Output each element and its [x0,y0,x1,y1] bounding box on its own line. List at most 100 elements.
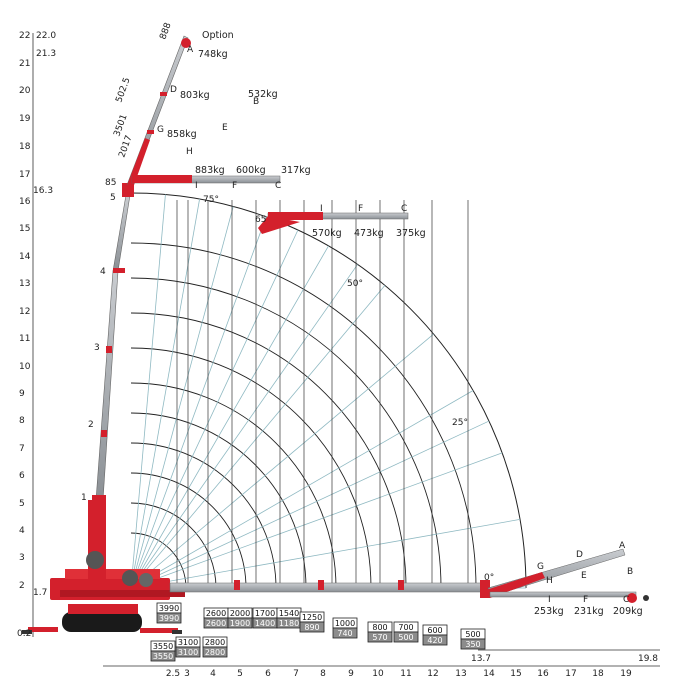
y-tick-label: 6 [19,471,25,481]
boom-horizontal-head [480,580,490,598]
winch-drum-2 [139,573,153,587]
y-tick-label: 5 [19,499,25,509]
capacity-standard: 3100 [178,638,198,647]
capacity-bottom-cell [175,646,201,658]
boom-horizontal-marker-2 [318,580,324,590]
capacity-reduced: 500 [398,633,413,642]
x-tick-label: 4 [210,669,216,679]
slew-hub [86,551,104,569]
angle-ray [130,452,503,589]
jib-point-letter: E [222,123,228,133]
jib-horizontal-red [132,175,192,183]
jib-point-letter: I [195,181,198,191]
capacity-standard: 800 [372,623,387,632]
capacity-standard: 1250 [302,613,322,622]
angle-ray [130,285,386,589]
y-tick-label: 22.0 [36,31,56,41]
jib-vertical-marker-d [160,92,167,96]
y-tick-label: 4 [19,526,25,536]
capacity-reduced: 350 [465,640,480,649]
dimension-label: 888 [158,21,173,41]
angle-ray [130,245,329,589]
main-boom-vertical [92,183,134,535]
angle-ray [130,264,358,589]
section-marker-3 [106,346,112,353]
jib-tip-hook [181,38,191,48]
jib-load-label: 883kg [195,165,225,176]
y-tick-label: 10 [19,362,31,372]
x-tick-label: 7 [293,669,299,679]
capacity-reduced: 740 [337,629,352,638]
y-tick-label: 2 [19,581,25,591]
jib-point-letter: B [253,97,259,107]
angle-ray [130,420,490,589]
capacity-reduced: 420 [427,636,442,645]
capacity-bottom-cell [393,631,419,643]
capacity-standard: 2600 [206,609,226,618]
x-tick-label: 9 [348,669,354,679]
capacity-reduced: 890 [304,623,319,632]
capacity-bottom-cell [202,646,228,658]
x-tick-label: 14 [483,669,495,679]
jib-point-letter: C [401,204,407,214]
angle-label: 0° [484,573,494,583]
outrigger-pad-right [172,630,182,634]
radius-arc [130,502,217,589]
capacity-reduced: 3550 [153,652,173,661]
capacity-bottom-cell [422,634,448,646]
x-tick-label: 19.8 [638,654,658,664]
capacity-reduced: 2600 [206,619,226,628]
capacity-bottom-cell [460,638,486,650]
y-tick-label: 16 [19,197,31,207]
capacity-reduced: 570 [372,633,387,642]
jib-point-letter: A [187,45,194,55]
jib-65 [258,212,409,234]
jib-point-letter: E [581,571,587,581]
boom-section-number: 1 [81,493,87,503]
jib-load-label: 748kg [198,49,228,60]
angle-ray [130,333,434,589]
jib-load-label: 209kg [613,606,643,617]
boom-section-number: 3 [94,343,100,353]
jib-horizontal-straight [489,591,637,598]
radius-arc [130,532,187,589]
capacity-reduced: 1900 [230,619,250,628]
angle-label: 25° [452,418,468,428]
jib-point-letter: G [157,125,164,135]
x-tick-label: 5 [237,669,243,679]
jib-load-label: 317kg [281,165,311,176]
jib-point-letter: I [320,204,323,214]
boom-section-1 [95,270,119,501]
outrigger-right [140,628,178,633]
x-tick-label: 8 [320,669,326,679]
jib-vertical-marker-g [147,130,154,134]
y-tick-label: 12 [19,307,30,317]
y-tick-label: 8 [19,416,25,426]
y-tick-label: 19 [19,114,31,124]
capacity-standard: 2800 [205,638,225,647]
crawler-track [62,612,142,632]
jib-load-label: 532kg [248,89,278,100]
capacity-bottom-cell [367,631,393,643]
outer-radius-arc [130,192,527,589]
jib-point-letter: A [619,541,626,551]
jib-load-label: 253kg [534,606,564,617]
jib-horizontal [486,548,649,603]
jib-point-letter: F [358,204,363,214]
jib-point-letter: F [232,181,237,191]
x-tick-label: 2.5 [166,669,180,679]
x-tick-label: 15 [510,669,521,679]
y-tick-label: 16.3 [33,186,53,196]
capacity-reduced: 1180 [279,619,299,628]
capacity-reduced: 3100 [178,648,198,657]
angle-label: 65 [255,215,266,225]
